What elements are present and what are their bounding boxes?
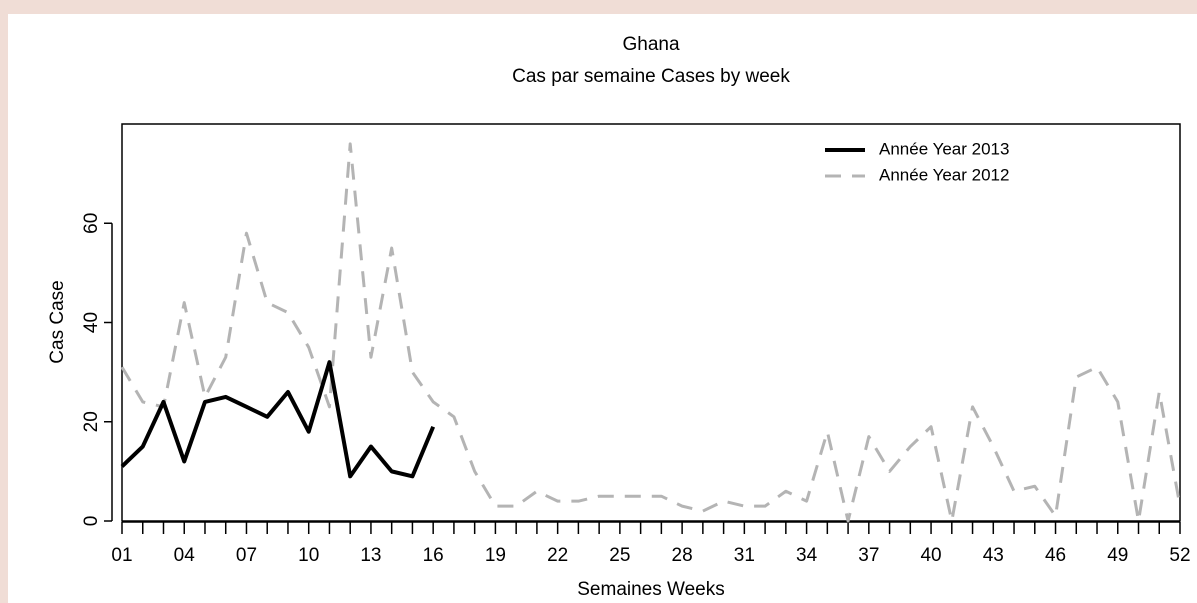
x-tick-label: 13: [360, 545, 381, 566]
x-tick-label: 16: [423, 545, 444, 566]
x-axis-label: Semaines Weeks: [577, 579, 725, 600]
x-tick-label: 34: [796, 545, 818, 566]
x-tick-label: 25: [609, 545, 630, 566]
x-tick-label: 01: [111, 545, 132, 566]
plot-frame: [121, 123, 1181, 522]
y-tick-label: 20: [81, 411, 102, 432]
x-tick-label: 46: [1045, 545, 1066, 566]
x-tick-label: 43: [983, 545, 1004, 566]
chart-subtitle: Cas par semaine Cases by week: [512, 66, 790, 87]
x-tick-label: 04: [174, 545, 196, 566]
x-tick-label: 28: [672, 545, 693, 566]
legend-label: Année Year 2012: [879, 165, 1009, 184]
x-tick-label: 52: [1169, 545, 1190, 566]
x-tick-label: 22: [547, 545, 568, 566]
legend-label: Année Year 2013: [879, 139, 1009, 158]
x-tick-label: 07: [236, 545, 257, 566]
x-tick-label: 31: [734, 545, 755, 566]
series-line: [120, 360, 436, 479]
y-tick-label: 60: [81, 213, 102, 234]
y-axis-label: Cas Case: [47, 280, 68, 363]
x-tick-label: 49: [1107, 545, 1128, 566]
x-tick-label: 19: [485, 545, 506, 566]
chart-title: Ghana: [622, 34, 679, 55]
y-tick-label: 0: [81, 516, 102, 527]
y-tick-label: 40: [81, 312, 102, 333]
x-tick-label: 40: [920, 545, 941, 566]
series-line: [120, 142, 1182, 523]
x-tick-label: 37: [858, 545, 879, 566]
x-tick-label: 10: [298, 545, 319, 566]
panel: [8, 14, 1197, 603]
